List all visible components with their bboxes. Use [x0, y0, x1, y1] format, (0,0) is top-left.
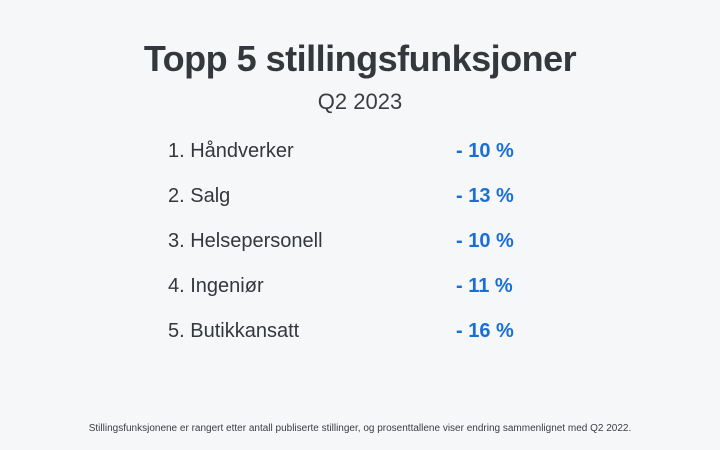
ranking-list: 1. Håndverker - 10 % 2. Salg - 13 % 3. H…	[168, 136, 528, 361]
ranking-change: - 13 %	[456, 185, 514, 207]
ranking-row: 5. Butikkansatt - 16 %	[168, 316, 528, 361]
ranking-label: 2. Salg	[168, 185, 231, 207]
period-subtitle: Q2 2023	[317, 89, 403, 114]
ranking-label: 1. Håndverker	[168, 140, 294, 162]
ranking-row: 1. Håndverker - 10 %	[168, 136, 528, 181]
ranking-row: 2. Salg - 13 %	[168, 181, 528, 226]
ranking-change: - 16 %	[456, 320, 514, 342]
ranking-label: 4. Ingeniør	[168, 275, 264, 297]
ranking-label: 5. Butikkansatt	[168, 320, 300, 342]
ranking-label: 3. Helsepersonell	[168, 230, 323, 252]
footnote: Stillingsfunksjonene er rangert etter an…	[88, 423, 632, 434]
ranking-change: - 11 %	[456, 275, 513, 297]
page-title: Topp 5 stillingsfunksjoner	[143, 38, 577, 79]
ranking-row: 3. Helsepersonell - 10 %	[168, 226, 528, 271]
ranking-row: 4. Ingeniør - 11 %	[168, 271, 528, 316]
ranking-change: - 10 %	[456, 230, 514, 252]
ranking-change: - 10 %	[456, 140, 514, 162]
